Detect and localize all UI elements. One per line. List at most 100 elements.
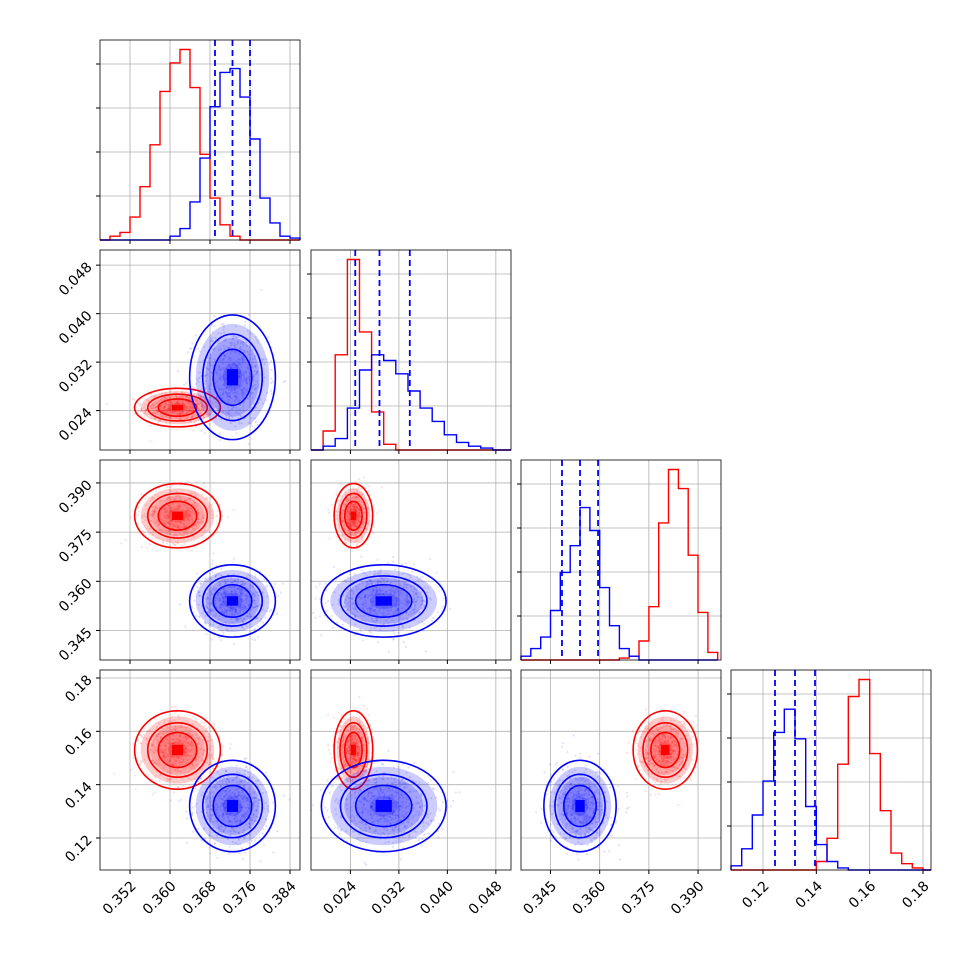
sample-point xyxy=(229,395,232,399)
sample-point xyxy=(191,811,194,815)
sample-point xyxy=(233,778,236,782)
sample-point xyxy=(356,727,359,730)
sample-point xyxy=(396,607,399,610)
sample-point xyxy=(221,374,224,377)
sample-point xyxy=(225,627,228,631)
sample-point xyxy=(189,420,193,423)
sample-point xyxy=(238,771,241,774)
sample-point xyxy=(252,606,255,609)
sample-point xyxy=(237,392,240,396)
sample-point xyxy=(352,754,355,757)
sample-point xyxy=(223,379,226,383)
sample-point xyxy=(358,508,361,511)
sample-point xyxy=(352,505,355,508)
sample-point xyxy=(227,362,230,365)
sample-point xyxy=(180,534,183,537)
sample-point xyxy=(224,391,227,394)
sample-point xyxy=(191,743,194,746)
sample-point xyxy=(189,492,192,495)
sample-point xyxy=(330,504,333,507)
sample-point xyxy=(218,377,221,380)
sample-point xyxy=(164,391,167,395)
sample-point xyxy=(183,542,186,545)
sample-point xyxy=(223,594,226,597)
sample-point xyxy=(346,740,349,743)
sample-point xyxy=(152,513,155,517)
sample-point xyxy=(222,830,225,833)
sample-point xyxy=(410,612,413,616)
sample-point xyxy=(180,726,183,729)
sample-point xyxy=(235,611,238,614)
sample-point xyxy=(168,759,171,762)
sample-point xyxy=(271,380,274,383)
sample-point xyxy=(167,403,170,406)
sample-point xyxy=(212,388,215,391)
sample-point xyxy=(151,533,154,537)
sample-point xyxy=(157,733,160,736)
sample-point xyxy=(365,727,368,730)
sample-point xyxy=(168,407,171,410)
sample-point xyxy=(341,744,344,747)
sample-point xyxy=(192,761,195,764)
sample-point xyxy=(192,500,195,503)
sample-point xyxy=(236,340,239,343)
sample-point xyxy=(354,737,357,740)
sample-point xyxy=(400,589,403,592)
sample-point xyxy=(253,355,256,358)
sample-point xyxy=(170,507,173,510)
sample-point xyxy=(375,590,378,593)
sample-point xyxy=(358,520,361,523)
sample-point xyxy=(186,754,189,757)
sample-point xyxy=(233,335,236,338)
sample-point xyxy=(187,513,190,517)
sample-point xyxy=(234,425,237,428)
sample-point xyxy=(169,402,172,405)
sample-point xyxy=(140,493,143,496)
sample-point xyxy=(248,822,251,825)
sample-point xyxy=(181,402,184,405)
sample-point xyxy=(240,384,243,387)
sample-point xyxy=(224,826,227,830)
sample-point xyxy=(209,353,212,356)
sample-point xyxy=(186,745,189,748)
sample-point xyxy=(252,802,255,805)
sample-point xyxy=(136,513,139,517)
sample-point xyxy=(196,402,200,405)
sample-point xyxy=(363,507,366,510)
sample-point xyxy=(341,533,344,536)
sample-point xyxy=(415,598,419,602)
sample-point xyxy=(346,780,349,783)
sample-point xyxy=(255,397,258,400)
sample-point xyxy=(363,511,366,514)
sample-point xyxy=(251,385,254,389)
sample-point xyxy=(347,498,350,501)
sample-point xyxy=(183,750,186,753)
sample-point xyxy=(176,400,179,403)
sample-point xyxy=(197,522,200,525)
sample-point xyxy=(356,506,359,509)
sample-point xyxy=(197,397,200,400)
sample-point xyxy=(187,513,190,516)
sample-point xyxy=(348,521,351,524)
sample-point xyxy=(182,519,185,522)
sample-point xyxy=(253,594,257,597)
sample-point xyxy=(216,856,219,860)
sample-point xyxy=(217,409,220,412)
sample-point xyxy=(225,581,228,584)
sample-point xyxy=(230,590,233,593)
sample-point xyxy=(229,793,232,796)
sample-point xyxy=(260,357,263,360)
sample-point xyxy=(244,605,247,608)
sample-point xyxy=(245,382,248,385)
sample-point xyxy=(178,411,181,415)
sample-point xyxy=(186,720,189,723)
sample-point xyxy=(242,373,245,376)
sample-point xyxy=(245,765,248,768)
sample-point xyxy=(265,609,268,612)
contour-line xyxy=(339,575,428,627)
sample-point xyxy=(171,728,174,731)
panel-frame xyxy=(99,249,301,451)
sample-point xyxy=(178,717,181,720)
sample-point xyxy=(364,517,367,520)
sample-point xyxy=(208,607,211,611)
